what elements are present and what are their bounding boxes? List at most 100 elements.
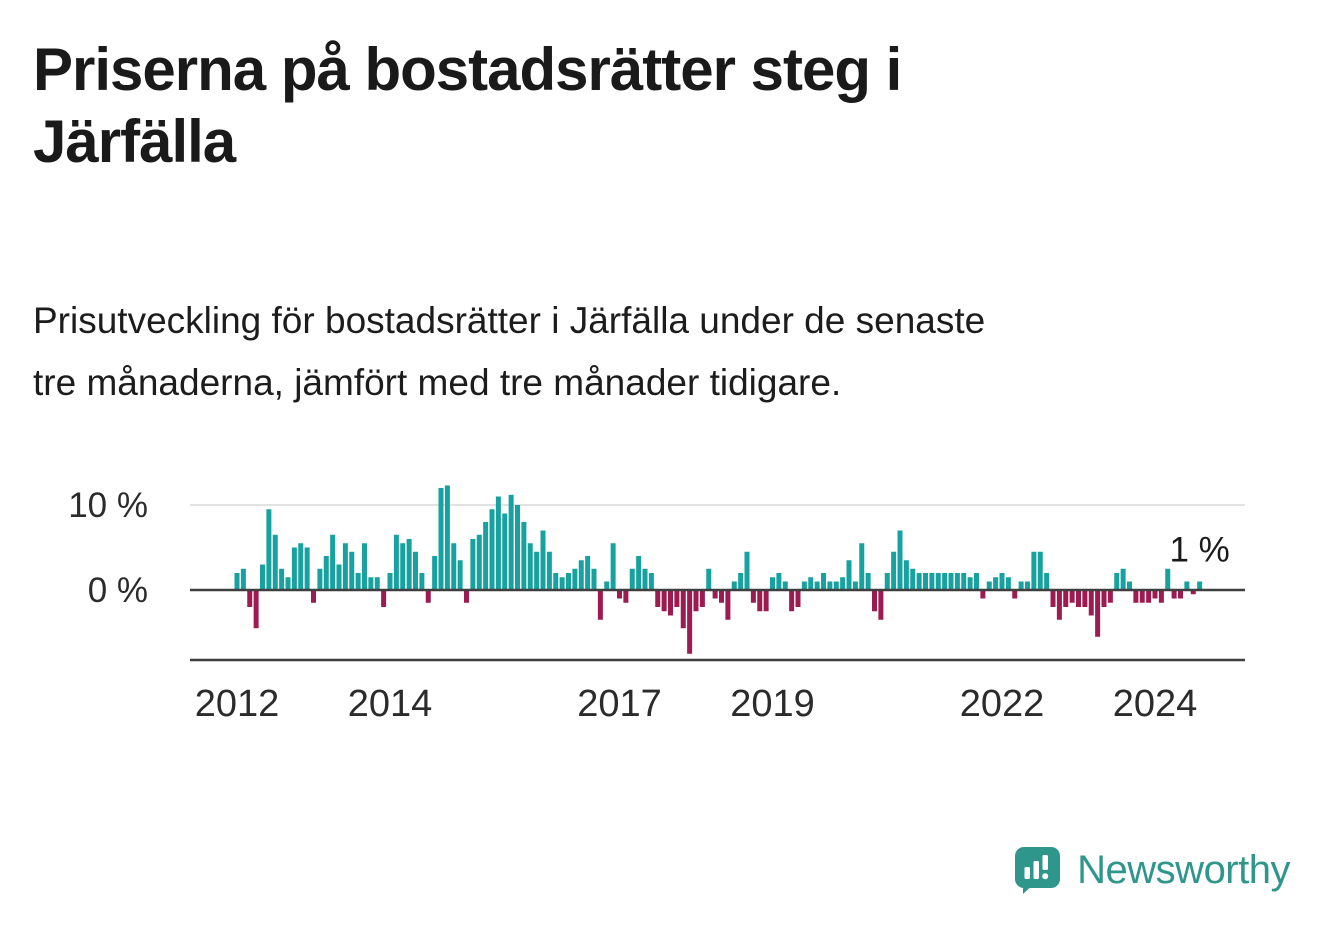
bar-month-22	[374, 577, 380, 590]
bar-month-128	[1050, 590, 1056, 607]
bar-month-130	[1063, 590, 1069, 607]
bar-month-70	[680, 590, 686, 629]
bar-month-60	[617, 590, 622, 599]
bar-month-7	[279, 568, 285, 590]
x-tick-label-2022: 2022	[960, 683, 1045, 725]
bar-month-43	[508, 494, 514, 590]
subtitle-line-1: Prisutveckling för bostadsrätter i Järfä…	[33, 300, 986, 341]
bar-month-8	[285, 577, 291, 590]
bar-month-141	[1133, 590, 1139, 603]
bar-month-26	[400, 543, 406, 590]
bar-month-29	[419, 573, 425, 590]
bar-month-151	[1197, 581, 1203, 590]
bar-month-39	[483, 522, 489, 590]
bar-month-100	[872, 590, 877, 612]
bar-month-12	[311, 590, 316, 603]
bar-month-59	[610, 543, 616, 590]
bar-month-61	[623, 590, 629, 603]
bar-month-6	[272, 534, 278, 590]
bar-month-147	[1171, 590, 1177, 599]
bar-month-45	[521, 522, 527, 590]
bar-month-102	[884, 573, 890, 590]
bar-month-104	[897, 530, 903, 590]
bar-month-82	[757, 590, 763, 612]
bar-month-52	[566, 573, 571, 590]
newsworthy-logo: Newsworthy	[1013, 845, 1290, 895]
bar-month-112	[948, 573, 954, 590]
bar-month-79	[738, 573, 744, 590]
bar-month-36	[464, 590, 469, 603]
bar-month-115	[967, 577, 973, 590]
bar-month-30	[425, 590, 431, 603]
bar-month-23	[381, 590, 387, 607]
x-tick-label-2014: 2014	[348, 683, 433, 725]
bar-month-73	[699, 590, 705, 607]
bar-month-1	[240, 568, 246, 590]
bar-month-89	[801, 581, 807, 590]
y-tick-label-0: 0 %	[88, 571, 148, 610]
bar-month-75	[712, 590, 718, 599]
bar-month-107	[916, 573, 922, 590]
bar-month-24	[387, 573, 393, 590]
bar-month-77	[725, 590, 731, 620]
bar-month-120	[999, 573, 1005, 590]
bar-month-92	[821, 573, 826, 590]
bar-month-41	[495, 496, 501, 590]
bar-month-32	[438, 488, 444, 590]
bar-month-66	[655, 590, 661, 607]
bar-month-18	[349, 551, 355, 590]
bar-month-55	[585, 556, 591, 590]
bar-month-96	[846, 560, 852, 590]
bar-month-54	[578, 560, 584, 590]
bar-month-19	[355, 573, 361, 590]
bar-month-40	[489, 509, 495, 590]
bar-month-27	[406, 539, 412, 590]
bar-month-93	[827, 581, 833, 590]
bar-month-91	[814, 581, 820, 590]
bar-month-33	[444, 485, 450, 590]
bar-month-69	[674, 590, 680, 607]
bar-month-35	[457, 560, 463, 590]
bar-month-137	[1107, 590, 1113, 603]
bar-month-74	[706, 568, 712, 590]
x-tick-label-2019: 2019	[730, 683, 815, 725]
bar-month-119	[993, 577, 999, 590]
subtitle-line-2: tre månaderna, jämfört med tre månader t…	[33, 362, 842, 403]
bar-month-13	[317, 568, 323, 590]
title-line-1: Priserna på bostadsrätter steg i	[33, 36, 902, 103]
bar-month-34	[451, 543, 457, 590]
newsworthy-logo-text: Newsworthy	[1077, 847, 1290, 892]
bar-month-139	[1120, 568, 1126, 590]
x-tick-label-2024: 2024	[1113, 683, 1198, 725]
bar-month-37	[470, 539, 476, 590]
bar-month-95	[840, 577, 846, 590]
exclamation-dot	[1042, 873, 1049, 880]
bar-month-56	[591, 568, 597, 590]
bar-month-146	[1165, 568, 1171, 590]
bar-month-16	[336, 564, 342, 590]
bar-month-101	[878, 590, 884, 620]
bar-month-86	[782, 581, 788, 590]
bar-month-97	[852, 581, 858, 590]
bar-month-65	[648, 573, 654, 590]
bar-month-4	[260, 564, 265, 590]
bar-month-63	[636, 556, 642, 590]
bar-month-106	[910, 568, 916, 590]
bar-month-99	[865, 573, 871, 590]
bar-month-126	[1037, 551, 1043, 590]
bar-month-31	[432, 556, 438, 590]
bar-month-85	[776, 573, 782, 590]
bar-month-0	[234, 573, 240, 590]
bar-month-109	[929, 573, 935, 590]
bar-month-51	[559, 577, 565, 590]
bar-month-78	[731, 581, 737, 590]
x-tick-label-2012: 2012	[195, 683, 280, 725]
bar-month-136	[1101, 590, 1107, 607]
bar-month-72	[693, 590, 699, 612]
bar-month-9	[291, 547, 297, 590]
newsworthy-logo-icon	[1015, 847, 1061, 894]
bar-month-62	[629, 568, 635, 590]
bar-month-17	[342, 543, 348, 590]
bar-month-90	[808, 577, 814, 590]
bar-month-64	[642, 568, 648, 590]
